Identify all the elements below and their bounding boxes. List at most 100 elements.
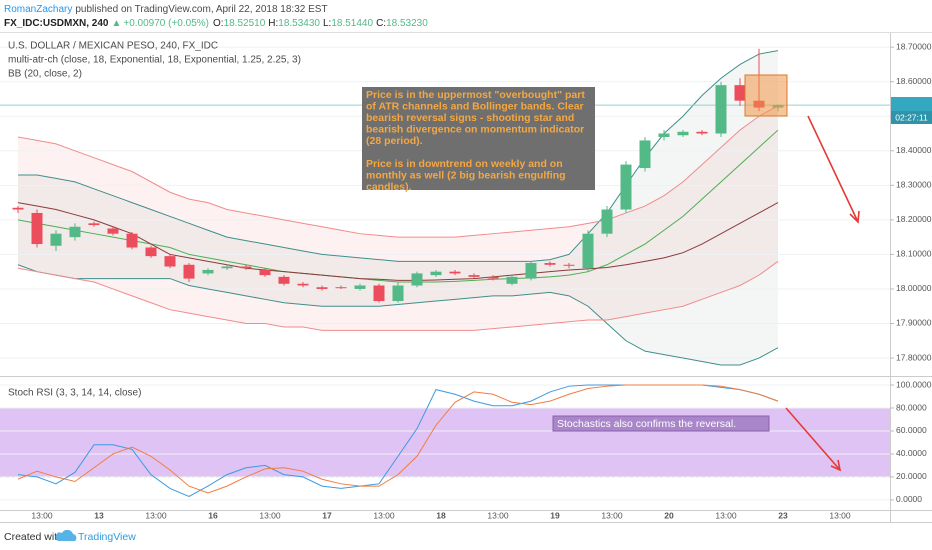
last-price-tag: [891, 97, 932, 111]
candle-body: [677, 131, 689, 136]
candle-body: [183, 264, 195, 279]
candle-body: [88, 223, 100, 226]
candle-body: [373, 285, 385, 302]
candle-body: [658, 133, 670, 137]
note-line: candles).: [366, 181, 412, 193]
candle-body: [335, 287, 347, 289]
y-tick-label: 18.70000: [896, 41, 932, 51]
note-line: monthly as well (2 big bearish engulfing: [366, 169, 566, 181]
indicator-line: [18, 50, 779, 262]
ohlc-label: O:: [213, 18, 224, 29]
note-line: Price is in the uppermost "overbought" p…: [366, 89, 585, 101]
legend-line: BB (20, close, 2): [8, 69, 82, 80]
ohlc-label: C:: [376, 18, 386, 29]
x-tick-label: 20: [664, 510, 674, 520]
x-tick-label: 13:00: [31, 510, 53, 520]
candle-body: [468, 275, 480, 277]
ohlc-value: 18.51440: [331, 18, 373, 29]
x-tick-label: 17: [322, 510, 332, 520]
candle-body: [12, 207, 24, 210]
symbol: FX_IDC:USDMXN, 240: [4, 18, 109, 29]
y-tick-label: 20.0000: [896, 471, 927, 481]
candle-body: [202, 269, 214, 274]
arrow: [785, 407, 842, 472]
legend-line: U.S. DOLLAR / MEXICAN PESO, 240, FX_IDC: [8, 41, 218, 52]
y-tick-label: 60.0000: [896, 425, 927, 435]
candle-body: [164, 256, 176, 267]
ohlc-label: L:: [323, 18, 331, 29]
y-tick-label: 18.40000: [896, 145, 932, 155]
ohlc-value: 18.52510: [224, 18, 266, 29]
author[interactable]: RomanZachary: [4, 4, 72, 15]
x-tick-label: 13: [94, 510, 104, 520]
ohlc-label: H:: [268, 18, 278, 29]
candle-body: [126, 233, 138, 248]
candle-body: [639, 140, 651, 169]
legend-line: multi-atr-ch (close, 18, Exponential, 18…: [8, 55, 301, 66]
arrow: [807, 115, 860, 224]
stoch-note: Stochastics also confirms the reversal.: [557, 418, 736, 430]
x-tick-label: 13:00: [145, 510, 167, 520]
change: +0.00970 (+0.05%): [123, 18, 209, 29]
candle-body: [145, 247, 157, 257]
indicator-line: [17, 384, 779, 494]
candle-body: [316, 287, 328, 289]
candle-body: [354, 285, 366, 289]
y-tick-label: 17.80000: [896, 352, 932, 362]
candle-body: [620, 164, 632, 210]
x-tick-label: 13:00: [259, 510, 281, 520]
x-tick-label: 16: [208, 510, 218, 520]
plot-layer: 18.7000018.6000018.5000018.4000018.30000…: [0, 41, 932, 520]
candle-body: [411, 273, 423, 286]
candle-body: [734, 85, 746, 101]
candle-body: [506, 276, 518, 284]
logo: [55, 529, 77, 541]
published: published on TradingView.com, April 22, …: [75, 4, 327, 15]
x-tick-label: 18: [436, 510, 446, 520]
candle-body: [69, 226, 81, 238]
change-arrow: ▲: [111, 18, 121, 29]
candle-body: [449, 271, 461, 274]
x-tick-label: 13:00: [829, 510, 851, 520]
note-line: bearish reversal signs - shooting star a…: [366, 112, 574, 124]
candle-body: [563, 264, 575, 266]
candle-body: [107, 228, 119, 234]
y-tick-label: 18.30000: [896, 180, 932, 190]
candle-body: [392, 285, 404, 302]
x-tick-label: 13:00: [601, 510, 623, 520]
indicator-line: [17, 260, 779, 331]
indicator-line: [17, 264, 779, 366]
y-tick-label: 18.20000: [896, 214, 932, 224]
candle-body: [430, 271, 442, 276]
highlight-box: [744, 74, 788, 117]
ohlc-value: 18.53230: [386, 18, 428, 29]
indicator-line: [17, 202, 779, 281]
countdown-tag: [891, 111, 932, 124]
y-tick-label: 80.0000: [896, 402, 927, 412]
y-tick-label: 18.10000: [896, 249, 932, 259]
candle-body: [715, 85, 727, 134]
stoch-note-box: [552, 415, 770, 432]
candle-body: [525, 263, 537, 279]
indicator-line: [17, 129, 779, 283]
ohlc-value: 18.53430: [278, 18, 320, 29]
note-box: [362, 87, 595, 190]
candle-body: [696, 131, 708, 134]
stoch-title: Stoch RSI (3, 3, 14, 14, close): [8, 388, 141, 399]
note-line: of ATR channels and Bollinger bands. Cle…: [366, 100, 584, 112]
candle-body: [487, 276, 499, 279]
band-fill: [18, 50, 778, 365]
y-tick-label: 17.90000: [896, 318, 932, 328]
candle-body: [601, 209, 613, 234]
note-text: Price is in the uppermost "overbought" p…: [366, 89, 585, 193]
candle-body: [240, 266, 252, 269]
note-line: bearish divergence on momentum indicator: [366, 123, 584, 135]
x-tick-label: 13:00: [487, 510, 509, 520]
y-tick-label: 18.00000: [896, 283, 932, 293]
footer-brand[interactable]: TradingView: [78, 531, 136, 543]
candle-body: [278, 276, 290, 284]
y-tick-label: 40.0000: [896, 448, 927, 458]
candle-body: [297, 283, 309, 286]
